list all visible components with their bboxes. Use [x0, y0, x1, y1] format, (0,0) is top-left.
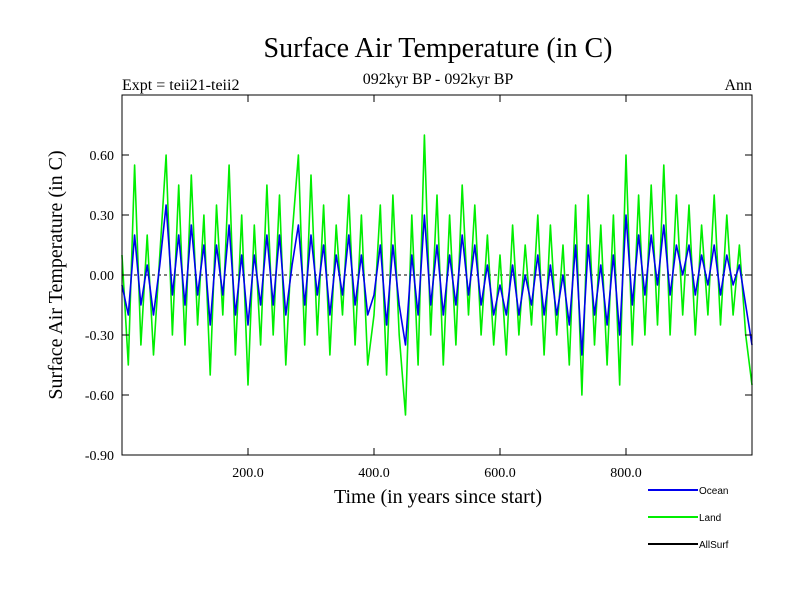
x-tick-label: 600.0 — [484, 466, 516, 481]
y-tick-label: -0.30 — [85, 329, 114, 344]
experiment-label: Expt = teii21-teii2 — [122, 77, 239, 94]
y-tick-label: -0.60 — [85, 389, 114, 404]
legend-label-allsurf: AllSurf — [699, 540, 729, 551]
legend: Ocean Land AllSurf — [648, 486, 729, 551]
series-line-land — [121, 134, 753, 416]
legend-label-land: Land — [699, 513, 721, 524]
x-tick-label: 800.0 — [610, 466, 642, 481]
y-axis-label: Surface Air Temperature (in C) — [45, 150, 67, 399]
legend-label-ocean: Ocean — [699, 486, 728, 497]
season-label: Ann — [724, 77, 752, 94]
chart-title: Surface Air Temperature (in C) — [264, 33, 613, 64]
x-axis: 200.0 400.0 600.0 800.0 — [232, 95, 642, 481]
y-tick-label: 0.60 — [90, 149, 115, 164]
y-tick-label: 0.30 — [90, 209, 115, 224]
y-tick-label: -0.90 — [85, 449, 114, 464]
chart-subtitle: 092kyr BP - 092kyr BP — [363, 71, 514, 88]
series-line-ocean — [121, 204, 753, 356]
x-tick-label: 400.0 — [358, 466, 390, 481]
y-tick-label: 0.00 — [90, 269, 115, 284]
y-axis: 0.60 0.30 0.00 -0.30 -0.60 -0.90 — [85, 149, 752, 464]
x-axis-label: Time (in years since start) — [334, 486, 542, 508]
x-tick-label: 200.0 — [232, 466, 264, 481]
plot-area — [121, 134, 753, 416]
